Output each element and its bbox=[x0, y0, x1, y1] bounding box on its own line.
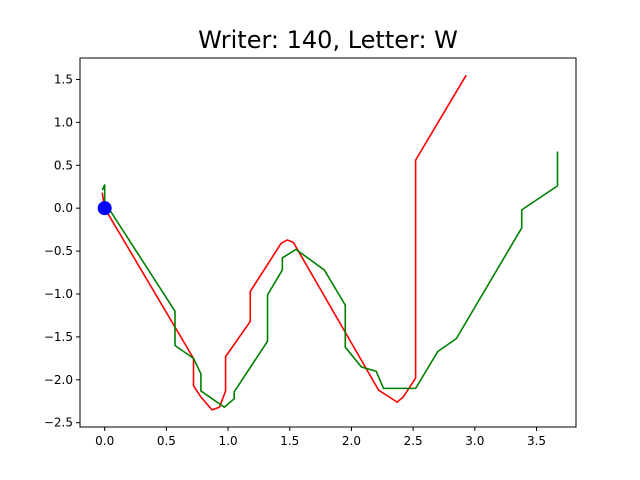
y-tick-label: −1.5 bbox=[44, 330, 73, 344]
x-tick-label: 0.5 bbox=[157, 434, 176, 448]
x-tick-label: 1.5 bbox=[280, 434, 299, 448]
series-line-1 bbox=[101, 74, 467, 411]
x-tick-label: 2.5 bbox=[404, 434, 423, 448]
y-tick-label: −2.5 bbox=[44, 416, 73, 430]
axes-frame bbox=[79, 57, 577, 428]
series-line-2 bbox=[101, 151, 559, 409]
x-tick-label: 1.0 bbox=[219, 434, 238, 448]
y-tick-label: −0.5 bbox=[44, 244, 73, 258]
y-tick-label: 1.5 bbox=[54, 72, 73, 86]
x-tick-label: 3.5 bbox=[527, 434, 546, 448]
y-tick-label: −2.0 bbox=[44, 373, 73, 387]
y-tick-label: 0.0 bbox=[54, 201, 73, 215]
start-point-marker bbox=[97, 201, 112, 216]
y-tick-label: 1.0 bbox=[54, 115, 73, 129]
y-tick-label: 0.5 bbox=[54, 158, 73, 172]
chart-title: Writer: 140, Letter: W bbox=[198, 26, 458, 54]
y-tick-label: −1.0 bbox=[44, 287, 73, 301]
plot-area: 0.0 0.5 1.0 1.5 2.0 2.5 3.0 3.5 1.5 1.0 0.5 0.0 −0.5… bbox=[44, 57, 577, 448]
x-tick-label: 3.0 bbox=[465, 434, 484, 448]
x-tick-label: 2.0 bbox=[342, 434, 361, 448]
x-tick-label: 0.0 bbox=[95, 434, 114, 448]
